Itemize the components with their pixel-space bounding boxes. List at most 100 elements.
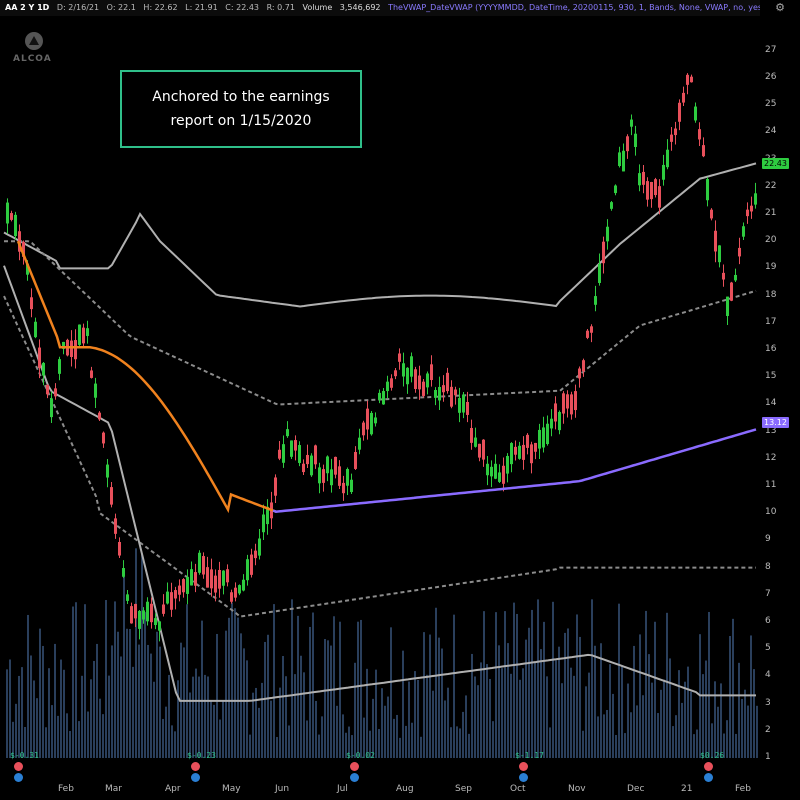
- earnings-event-icon[interactable]: [519, 762, 528, 771]
- candle-body: [650, 181, 653, 200]
- candle-body: [498, 472, 501, 482]
- candle-body: [330, 469, 333, 486]
- candle-body: [478, 443, 481, 458]
- candle-body: [398, 353, 401, 362]
- volume-bar: [363, 717, 365, 758]
- volume-bar: [537, 599, 539, 758]
- candle-body: [302, 463, 305, 473]
- candle-body: [346, 468, 349, 486]
- volume-bar: [429, 634, 431, 758]
- volume-bar: [450, 727, 452, 758]
- volume-bar: [246, 660, 248, 758]
- volume-bar: [594, 645, 596, 758]
- volume-bar: [27, 614, 29, 758]
- volume-bar: [501, 668, 503, 758]
- earnings-event-icon[interactable]: [704, 762, 713, 771]
- upper-band-2: [3, 162, 757, 308]
- candle-body: [42, 362, 45, 376]
- volume-bar: [609, 664, 611, 758]
- volume-bar: [45, 727, 47, 758]
- y-tick-label: 20: [765, 235, 777, 246]
- candle-body: [710, 209, 713, 219]
- y-tick-label: 16: [765, 344, 777, 354]
- volume-bar: [369, 730, 371, 758]
- volume-bar: [741, 698, 743, 758]
- close-readout: C: 22.43: [225, 3, 260, 12]
- y-tick-label: 22: [765, 180, 777, 191]
- logo-text: ALCOA: [13, 54, 52, 64]
- candle-body: [458, 398, 461, 413]
- volume-bar: [192, 676, 194, 758]
- candle-body: [730, 282, 733, 301]
- candle-body: [646, 181, 649, 200]
- volume-bar: [327, 640, 329, 758]
- volume-bar: [228, 617, 230, 758]
- volume-bar: [132, 666, 134, 758]
- candle-body: [662, 164, 665, 180]
- dividend-event-icon[interactable]: [350, 773, 359, 782]
- volume-bar: [522, 668, 524, 758]
- volume-bar: [210, 701, 212, 758]
- volume-bar: [231, 602, 233, 758]
- volume-readout: 3,546,692: [339, 3, 381, 12]
- y-tick-label: 3: [765, 697, 771, 708]
- volume-bar: [279, 687, 281, 758]
- gear-icon[interactable]: ⚙: [775, 1, 785, 14]
- candle-body: [722, 272, 725, 280]
- candle-body: [582, 360, 585, 372]
- volume-bar: [585, 686, 587, 758]
- earnings-event-icon[interactable]: [14, 762, 23, 771]
- volume-bar: [417, 679, 419, 758]
- volume-bar: [12, 721, 14, 758]
- candle-body: [490, 466, 493, 477]
- volume-bar: [618, 603, 620, 758]
- volume-bar: [486, 664, 488, 758]
- volume-bar: [33, 680, 35, 758]
- volume-bar: [684, 681, 686, 758]
- volume-bar: [99, 698, 101, 758]
- volume-bar: [696, 729, 698, 758]
- volume-bar: [153, 681, 155, 758]
- candle-body: [502, 465, 505, 484]
- dividend-event-icon[interactable]: [191, 773, 200, 782]
- volume-bar: [126, 628, 128, 758]
- candle-body: [354, 452, 357, 469]
- dividend-event-icon[interactable]: [14, 773, 23, 782]
- volume-bar: [351, 735, 353, 758]
- symbol-label[interactable]: AA 2 Y 1D: [5, 3, 50, 12]
- dividend-event-icon[interactable]: [519, 773, 528, 782]
- candle-body: [390, 378, 393, 388]
- study-label[interactable]: TheVWAP_DateVWAP (YYYYMMDD, DateTime, 20…: [388, 3, 760, 12]
- candle-body: [18, 231, 21, 252]
- volume-bar: [564, 632, 566, 758]
- volume-bar: [507, 643, 509, 758]
- candle-body: [254, 550, 257, 559]
- y-tick-label: 9: [765, 534, 771, 545]
- annotation-line-1: Anchored to the earnings: [152, 89, 330, 105]
- candle-body: [518, 445, 521, 459]
- y-tick-label: 19: [765, 262, 777, 273]
- earnings-event-icon[interactable]: [350, 762, 359, 771]
- volume-bar: [102, 714, 104, 758]
- volume-bar: [399, 737, 401, 758]
- dividend-event-icon[interactable]: [704, 773, 713, 782]
- volume-bar: [573, 675, 575, 758]
- volume-bar: [744, 689, 746, 758]
- candle-body: [238, 585, 241, 594]
- volume-bar: [543, 621, 545, 758]
- candle-body: [618, 152, 621, 167]
- candle-body: [442, 385, 445, 393]
- candle-body: [482, 439, 485, 460]
- candle-body: [310, 455, 313, 476]
- earnings-event-icon[interactable]: [191, 762, 200, 771]
- volume-bar: [186, 604, 188, 758]
- candle-body: [426, 373, 429, 388]
- y-tick-label: 1: [765, 752, 771, 762]
- candle-body: [734, 274, 737, 281]
- y-tick-label: 11: [765, 480, 777, 490]
- volume-bar: [243, 648, 245, 758]
- volume-bar: [747, 705, 749, 758]
- volume-bar: [24, 727, 26, 758]
- volume-bar: [306, 720, 308, 758]
